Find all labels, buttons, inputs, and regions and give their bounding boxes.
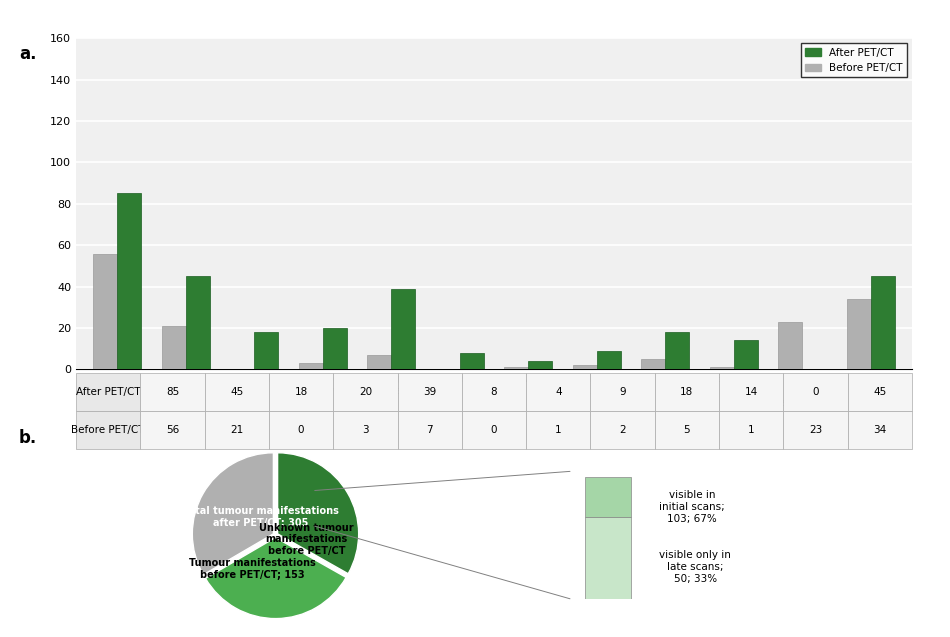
Bar: [528, 361, 552, 369]
Bar: [368, 355, 391, 369]
Bar: [162, 326, 185, 369]
Bar: [93, 254, 117, 369]
Bar: [117, 194, 142, 369]
Wedge shape: [205, 538, 346, 619]
Text: a.: a.: [19, 45, 36, 62]
Text: visible only in
late scans;
50; 33%: visible only in late scans; 50; 33%: [659, 550, 732, 583]
Wedge shape: [277, 453, 359, 574]
Bar: [585, 477, 631, 517]
Bar: [255, 333, 278, 369]
Bar: [185, 276, 210, 369]
Bar: [597, 351, 620, 369]
Bar: [710, 368, 733, 369]
Text: Total tumour manifestations
after PET/CT; 305: Total tumour manifestations after PET/CT…: [183, 506, 339, 528]
Legend: After PET/CT, Before PET/CT: After PET/CT, Before PET/CT: [801, 43, 907, 77]
Bar: [504, 368, 528, 369]
Bar: [846, 299, 871, 369]
Bar: [460, 353, 484, 369]
Bar: [733, 340, 758, 369]
Bar: [391, 289, 415, 369]
Bar: [323, 328, 347, 369]
Bar: [573, 366, 597, 369]
Bar: [871, 276, 895, 369]
Bar: [665, 333, 690, 369]
Bar: [641, 359, 665, 369]
Bar: [298, 363, 323, 369]
Text: Unknown tumour
manifestations
before PET/CT: Unknown tumour manifestations before PET…: [259, 522, 353, 555]
Text: Tumour manifestations
before PET/CT; 153: Tumour manifestations before PET/CT; 153: [189, 559, 316, 580]
Wedge shape: [192, 453, 274, 575]
Bar: [778, 322, 803, 369]
Bar: [585, 517, 631, 599]
Text: b.: b.: [19, 429, 37, 447]
Text: visible in
initial scans;
103; 67%: visible in initial scans; 103; 67%: [659, 490, 725, 524]
